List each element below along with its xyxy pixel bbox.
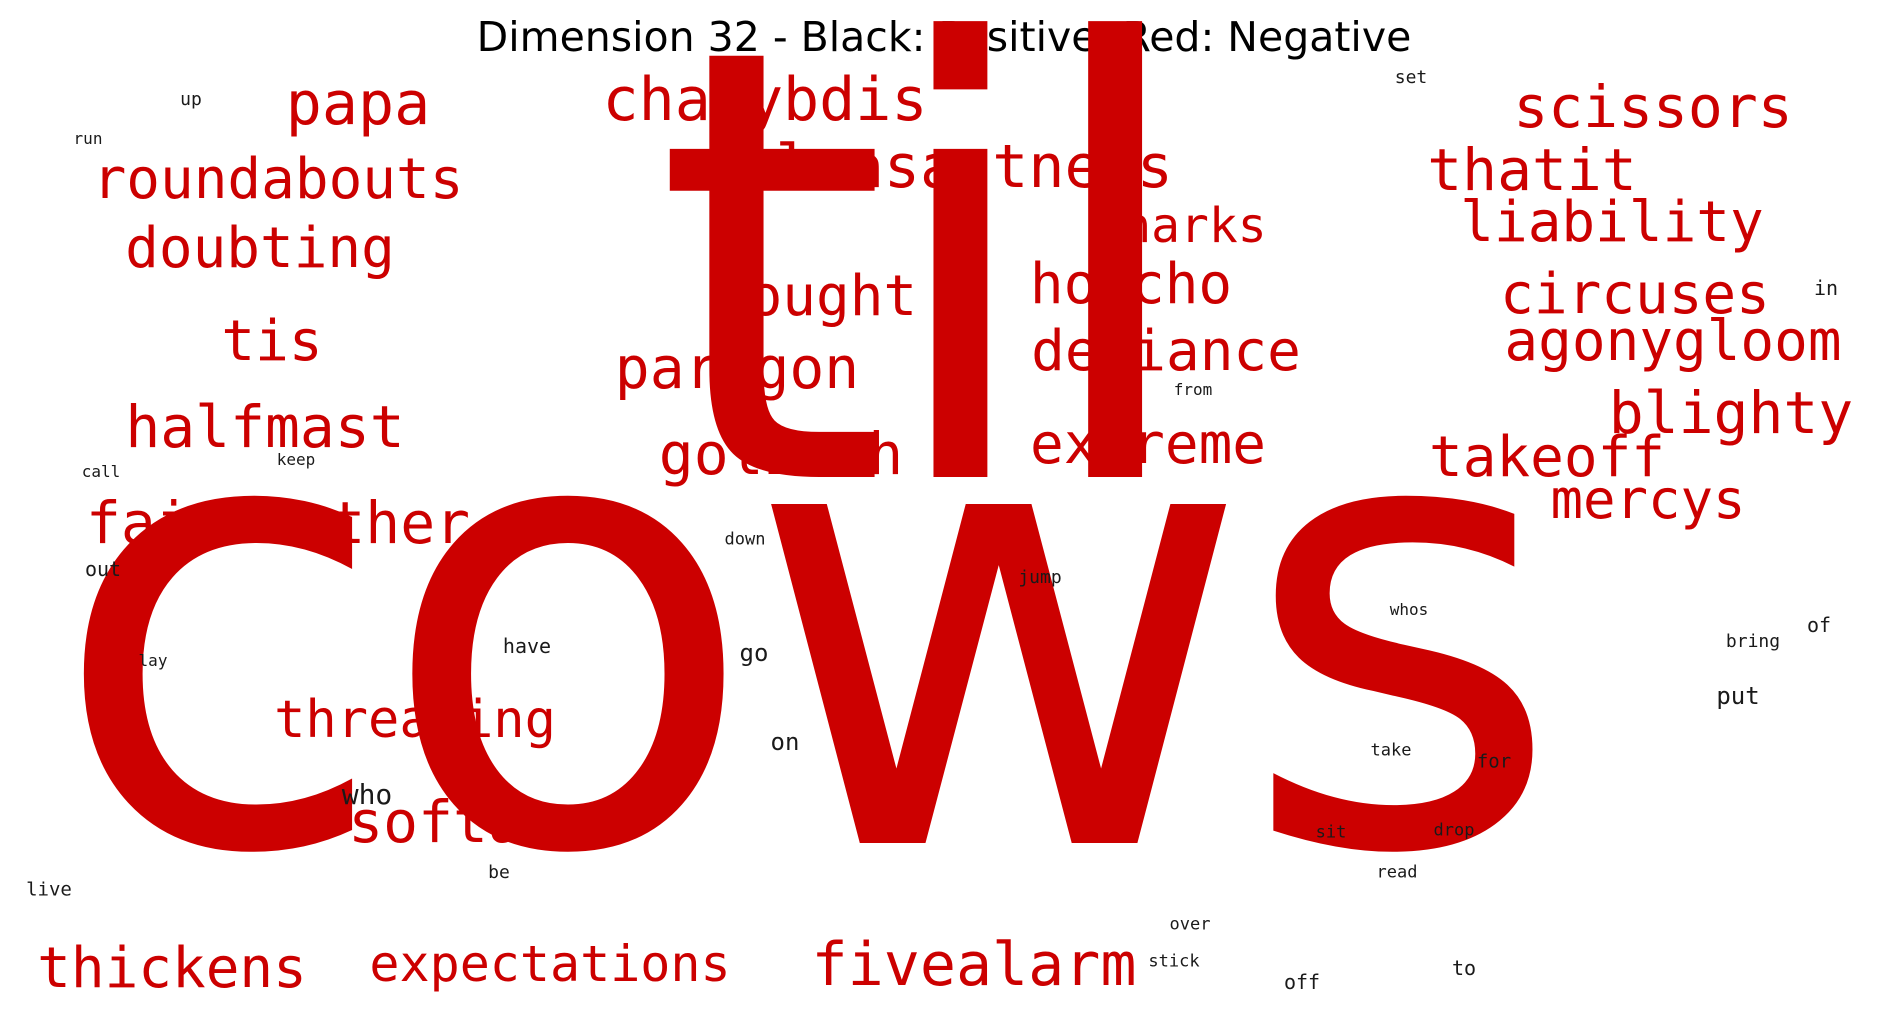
negative-word-fairweather: fairweather [85, 489, 471, 557]
positive-word-whos: whos [1389, 600, 1429, 619]
negative-word-blighty: blighty [1608, 379, 1854, 447]
positive-word-up: up [180, 89, 202, 110]
negative-word-doubting: doubting [125, 216, 395, 281]
positive-word-down: down [724, 529, 766, 550]
positive-word-take: take [1370, 740, 1412, 761]
negative-word-thickens: thickens [37, 936, 307, 1001]
negative-word-sharks: sharks [1093, 198, 1267, 254]
positive-word-keep: keep [276, 450, 316, 469]
positive-word-out: out [84, 557, 122, 581]
negative-word-agonygloom: agonygloom [1504, 309, 1842, 374]
positive-word-be: be [488, 862, 510, 883]
positive-word-call: call [81, 462, 121, 481]
positive-word-live: live [26, 878, 72, 901]
positive-word-go: go [739, 639, 769, 667]
positive-word-bring: bring [1725, 631, 1781, 652]
negative-word-expectations: expectations [369, 935, 731, 993]
negative-word-fivealarm: fivealarm [811, 930, 1137, 1000]
negative-word-threading: threading [274, 690, 556, 750]
negative-word-nought: nought [714, 264, 918, 329]
positive-word-in: in [1813, 276, 1839, 300]
positive-word-stick: stick [1148, 951, 1200, 972]
positive-word-who: who [341, 778, 393, 811]
negative-word-tis: tis [221, 309, 323, 374]
negative-word-circuses: circuses [1500, 262, 1770, 327]
negative-word-scissors: scissors [1513, 73, 1793, 141]
positive-word-lay: lay [138, 651, 168, 670]
positive-word-sit: sit [1315, 822, 1347, 843]
negative-word-paragon: paragon [614, 334, 860, 402]
positive-word-on: on [770, 728, 800, 756]
negative-word-thatit: thatit [1427, 136, 1637, 204]
negative-word-extreme: extreme [1029, 412, 1267, 477]
negative-word-softan: softan [348, 788, 558, 856]
positive-word-jump: jump [1018, 567, 1062, 588]
positive-word-to: to [1451, 956, 1477, 980]
positive-word-run: run [73, 129, 103, 148]
positive-word-put: put [1716, 682, 1760, 710]
negative-word-honcho: honcho [1029, 252, 1233, 317]
negative-word-roundabouts: roundabouts [92, 147, 464, 212]
positive-word-from: from [1173, 380, 1213, 399]
negative-word-unpleasantness: unpleasantness [667, 132, 1173, 202]
positive-word-have: have [502, 634, 552, 658]
negative-word-halfmast: halfmast [125, 393, 405, 461]
negative-word-til: til [653, 0, 1199, 619]
positive-word-set: set [1394, 67, 1428, 88]
negative-word-goliath: goliath [658, 420, 904, 488]
negative-word-takeoff: takeoff [1428, 425, 1666, 490]
positive-word-drop: drop [1433, 820, 1475, 841]
negative-word-mercys: mercys [1550, 468, 1746, 531]
negative-word-charybdis: charybdis [602, 65, 928, 135]
negative-word-liability: liability [1460, 190, 1764, 255]
positive-word-read: read [1376, 862, 1418, 883]
negative-word-cows: cows [49, 269, 1563, 990]
negative-word-defiance: defiance [1031, 319, 1301, 384]
chart-title: Dimension 32 - Black: Positive, Red: Neg… [476, 13, 1412, 61]
positive-word-off: off [1283, 970, 1321, 994]
positive-word-for: for [1476, 750, 1512, 773]
negative-word-papa: papa [285, 69, 431, 139]
positive-word-over: over [1169, 914, 1211, 935]
positive-word-of: of [1806, 613, 1832, 637]
